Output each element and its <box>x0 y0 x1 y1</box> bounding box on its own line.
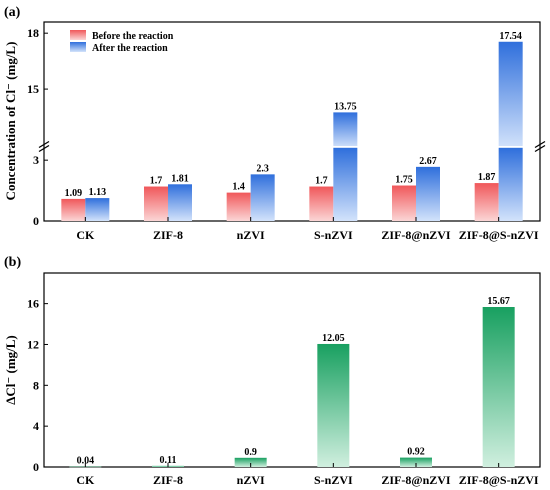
data-label-a-1-5: 17.54 <box>499 31 522 42</box>
bar-a-1-3 <box>333 112 358 148</box>
data-label-a-0-2: 1.4 <box>232 182 245 193</box>
x-tick-label-b-1: ZIF-8 <box>153 473 183 487</box>
x-tick-label-b-4: ZIF-8@nZVI <box>381 473 451 487</box>
x-tick-label-b-0: CK <box>76 473 95 487</box>
bar-a-1-2 <box>250 174 275 221</box>
bar-a-1-5-lower <box>498 148 523 221</box>
data-label-a-1-1: 1.81 <box>171 173 189 184</box>
data-label-a-0-3: 1.7 <box>315 176 328 187</box>
bar-a-1-4 <box>416 166 440 221</box>
chart-a: Concentration of Cl⁻ (mg/L) 1.09 1.13 CK 1.… <box>3 21 546 242</box>
bar-b-2 <box>234 457 267 467</box>
x-tick-label-b-2: nZVI <box>237 473 265 487</box>
axis-break-mark-right-1 <box>534 144 546 153</box>
y-tick-label-b-2: 8 <box>33 378 39 392</box>
x-tick-label-b-3: S-nZVI <box>314 473 353 487</box>
data-label-a-0-0: 1.09 <box>65 188 83 199</box>
x-tick-label-a-1: ZIF-8 <box>153 228 183 242</box>
data-label-a-1-0: 1.13 <box>89 187 107 198</box>
y-tick-label-a-1: 3 <box>33 153 39 167</box>
bar-a-0-1 <box>144 186 168 221</box>
data-label-a-0-5: 1.87 <box>478 172 496 183</box>
bar-a-0-2 <box>226 192 251 221</box>
bar-a-0-0 <box>61 198 86 221</box>
data-label-a-1-4: 2.67 <box>419 156 437 167</box>
legend-label-a-0: Before the reaction <box>92 31 174 42</box>
data-label-a-1-3: 13.75 <box>334 101 357 112</box>
legend-swatch-a-0 <box>70 30 86 40</box>
axis-break-band <box>45 146 539 147</box>
x-tick-label-a-3: S-nZVI <box>314 228 353 242</box>
panel-b-label: (b) <box>4 255 21 270</box>
bar-a-0-3 <box>309 186 334 221</box>
data-label-b-3: 12.05 <box>322 333 345 344</box>
bar-a-1-1 <box>168 184 192 221</box>
panel-a-label: (a) <box>4 5 21 20</box>
axis-break-mark-left-2 <box>38 140 50 149</box>
chart-b-ylabel: ΔCl⁻ (mg/L) <box>3 335 18 405</box>
bar-b-4 <box>400 457 432 467</box>
bar-a-0-5 <box>474 183 499 221</box>
x-tick-label-a-4: ZIF-8@nZVI <box>381 228 451 242</box>
data-label-b-1: 0.11 <box>160 455 177 466</box>
y-tick-label-b-3: 12 <box>27 337 39 351</box>
x-tick-label-a-2: nZVI <box>237 228 265 242</box>
axis-break-mark-left-1 <box>38 144 50 153</box>
chart-b-frame <box>43 272 541 468</box>
data-label-b-5: 15.67 <box>487 296 510 307</box>
data-label-a-1-2: 2.3 <box>256 163 269 174</box>
data-label-b-2: 0.9 <box>244 447 257 458</box>
bar-a-1-0 <box>85 198 110 221</box>
x-tick-label-a-0: CK <box>76 228 95 242</box>
data-label-a-0-4: 1.75 <box>395 175 413 186</box>
data-label-b-0: 0.04 <box>77 456 95 467</box>
y-tick-label-a-0: 0 <box>33 214 39 228</box>
bar-b-5 <box>482 307 515 467</box>
axis-break-mark-right-2 <box>534 140 546 149</box>
data-label-b-4: 0.92 <box>407 447 425 458</box>
bar-a-1-3-lower <box>333 148 358 221</box>
chart-b: ΔCl⁻ (mg/L) 0.04 CK 0.11 ZIF-8 0.9 nZVI 12.05 S… <box>3 272 541 487</box>
legend-swatch-a-1 <box>70 42 86 52</box>
legend-label-a-1: After the reaction <box>92 43 168 54</box>
y-tick-label-b-0: 0 <box>33 460 39 474</box>
chart-a-frame <box>43 21 541 222</box>
y-tick-label-a-3: 18 <box>27 26 39 40</box>
y-tick-label-b-4: 16 <box>27 297 39 311</box>
y-tick-label-a-2: 15 <box>27 82 39 96</box>
data-label-a-0-1: 1.7 <box>150 176 163 187</box>
bar-a-1-5 <box>498 41 523 148</box>
y-tick-label-b-1: 4 <box>33 419 39 433</box>
x-tick-label-b-5: ZIF-8@S-nZVI <box>459 473 539 487</box>
chart-a-ylabel: Concentration of Cl⁻ (mg/L) <box>3 42 18 201</box>
bar-b-3 <box>317 343 350 467</box>
x-tick-label-a-5: ZIF-8@S-nZVI <box>459 228 539 242</box>
bar-a-0-4 <box>392 185 416 221</box>
